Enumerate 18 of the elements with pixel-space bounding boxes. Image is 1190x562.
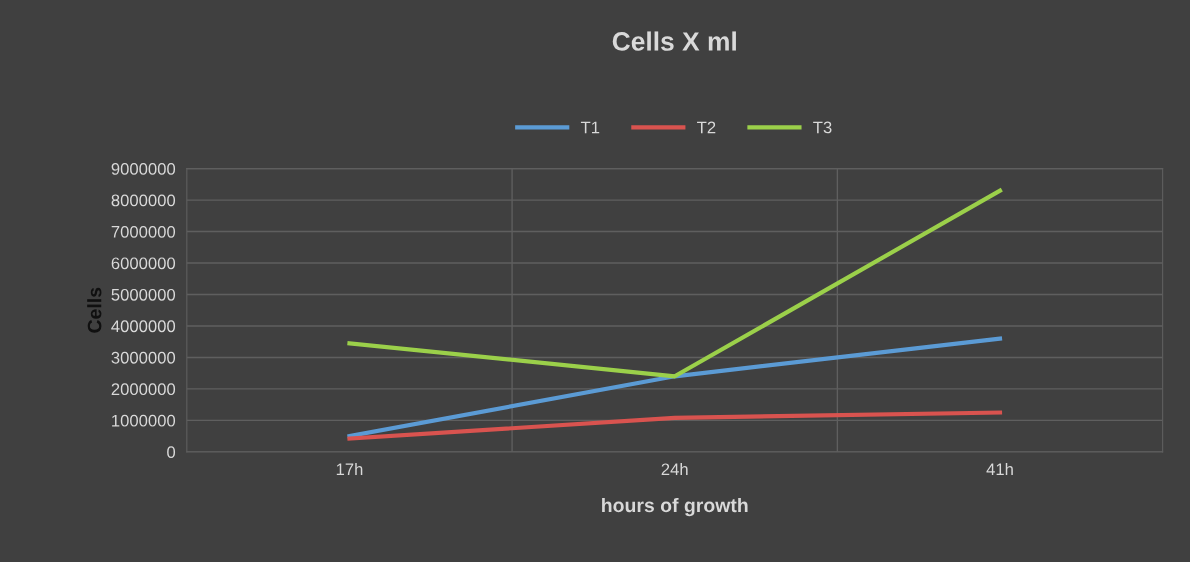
x-axis-title: hours of growth [602, 497, 748, 517]
legend-label: T2 [697, 121, 716, 134]
y-tick-label: 6000000 [111, 257, 176, 270]
x-tick-label: 41h [986, 462, 1013, 476]
y-tick-label: 7000000 [111, 225, 176, 238]
x-tick-label: 17h [336, 462, 363, 476]
legend-label: T1 [580, 121, 600, 134]
legend-label: T3 [813, 121, 832, 134]
y-tick-label: 3000000 [111, 351, 176, 364]
y-tick-label: 2000000 [111, 383, 176, 396]
y-tick-label: 5000000 [111, 288, 176, 301]
y-tick-label: 9000000 [111, 163, 176, 175]
y-tick-label: 8000000 [111, 194, 176, 207]
y-tick-label: 4000000 [111, 320, 176, 333]
y-tick-label: 1000000 [112, 414, 176, 427]
x-tick-label: 24h [661, 462, 688, 476]
y-tick-label: 0 [167, 446, 176, 459]
chart-title: Cells X ml [612, 31, 736, 51]
